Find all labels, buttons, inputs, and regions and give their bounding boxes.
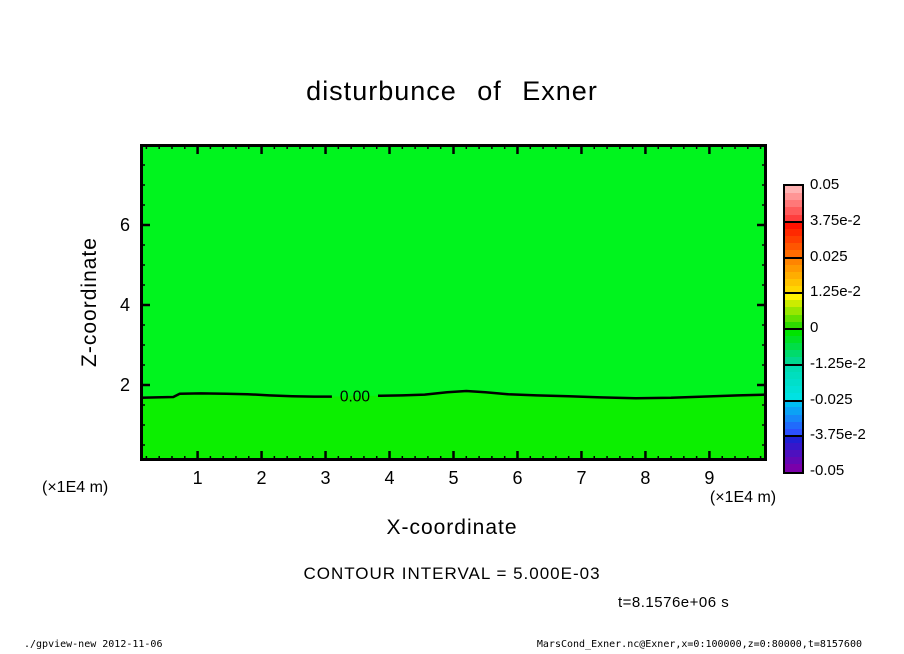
colorbar-label: 0.05 <box>810 176 840 193</box>
colorbar-step <box>785 221 802 229</box>
x-axis-unit: (×1E4 m) <box>709 489 777 506</box>
colorbar-step <box>785 385 802 394</box>
footer-file-text: MarsCond_Exner.nc@Exner,x=0:100000,z=0:8… <box>536 639 862 650</box>
colorbar-label: -1.25e-2 <box>810 354 866 372</box>
colorbar-step <box>785 393 802 401</box>
colorbar-label: 0.025 <box>810 247 848 265</box>
field-below-zero <box>140 391 767 461</box>
colorbar-step <box>785 450 802 458</box>
colorbar-step <box>785 400 802 408</box>
colorbar-step <box>785 464 802 472</box>
colorbar-step <box>785 357 802 365</box>
colorbar-step <box>785 293 802 301</box>
colorbar-step <box>785 457 802 465</box>
plot-title: disturbunce of Exner <box>306 76 598 106</box>
colorbar-step <box>785 443 802 451</box>
time-annotation: t=8.1576e+06 s <box>618 594 730 611</box>
colorbar-step <box>785 321 802 329</box>
colorbar-divider <box>785 399 802 402</box>
colorbar-step <box>785 335 802 344</box>
colorbar-step <box>785 186 802 194</box>
colorbar-step <box>785 307 802 315</box>
colorbar-step <box>785 428 802 436</box>
colorbar-step <box>785 250 802 258</box>
colorbar-divider <box>785 328 802 330</box>
y-tick-label: 6 <box>119 215 130 235</box>
colorbar-step <box>785 421 802 429</box>
contour-line-0 <box>377 389 767 400</box>
colorbar-step <box>785 214 802 222</box>
contour-line-label: 0.00 <box>340 389 371 406</box>
x-tick-label: 7 <box>576 468 587 488</box>
colorbar-divider <box>785 256 802 259</box>
x-tick-label: 8 <box>640 468 651 488</box>
colorbar-label: 3.75e-2 <box>810 211 861 229</box>
colorbar-label: 0 <box>810 319 819 336</box>
y-tick-label: 4 <box>119 295 130 315</box>
colorbar-step <box>785 407 802 415</box>
colorbar-step <box>785 328 802 336</box>
colorbar-step <box>785 378 802 386</box>
colorbar-step <box>785 300 802 308</box>
y-tick-label: 2 <box>119 375 130 395</box>
colorbar-label: -3.75e-2 <box>810 426 866 444</box>
colorbar-divider <box>785 363 802 366</box>
colorbar-step <box>785 414 802 422</box>
colorbar-step <box>785 235 802 244</box>
plot-frame <box>140 144 767 461</box>
colorbar-divider <box>785 292 802 295</box>
colorbar-label: -0.025 <box>810 390 853 408</box>
colorbar-step <box>785 200 802 208</box>
x-tick-label: 3 <box>320 468 331 488</box>
colorbar-step <box>785 228 802 236</box>
colorbar-step <box>785 314 802 322</box>
x-tick-label: 6 <box>512 468 523 488</box>
x-tick-label: 2 <box>256 468 267 488</box>
colorbar-step <box>785 371 802 379</box>
colorbar-step <box>785 343 802 351</box>
colorbar-step <box>785 264 802 272</box>
colorbar-divider <box>785 435 802 438</box>
colorbar-step <box>785 271 802 279</box>
contour-interval-note: CONTOUR INTERVAL = 5.000E-03 <box>303 564 601 583</box>
x-tick-label: 4 <box>384 468 395 488</box>
colorbar-step <box>785 257 802 265</box>
y-axis-unit: (×1E4 m) <box>42 479 109 496</box>
footer-command-text: ./gpview-new 2012-11-06 <box>24 639 163 650</box>
colorbar-label: -0.05 <box>810 462 845 479</box>
plot-area: 0.00 <box>140 144 767 461</box>
colorbar-step <box>785 285 802 294</box>
colorbar-step <box>785 350 802 358</box>
contour-line-0 <box>140 392 332 400</box>
colorbar <box>783 184 804 474</box>
colorbar-step <box>785 207 802 215</box>
x-tick-label: 5 <box>448 468 459 488</box>
x-tick-label: 1 <box>192 468 203 488</box>
colorbar-step <box>785 364 802 372</box>
colorbar-step <box>785 435 802 444</box>
x-tick-label: 9 <box>704 468 715 488</box>
colorbar-label: 1.25e-2 <box>810 283 861 301</box>
colorbar-step <box>785 278 802 286</box>
x-axis-label: X-coordinate <box>386 516 518 539</box>
y-axis-label: Z-coordinate <box>78 237 101 367</box>
colorbar-divider <box>785 220 802 223</box>
colorbar-step <box>785 193 802 201</box>
colorbar-step <box>785 243 802 251</box>
